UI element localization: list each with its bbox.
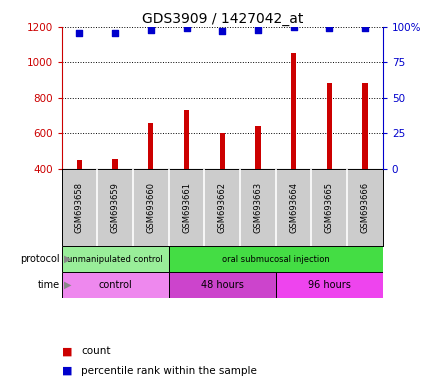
Bar (362, 83, 368, 169)
Text: 48 hours: 48 hours (201, 280, 244, 290)
Text: GSM693662: GSM693662 (218, 182, 227, 233)
Point (219, 28, 226, 34)
Point (112, 30, 119, 36)
Text: ▶: ▶ (64, 254, 71, 264)
Text: protocol: protocol (20, 254, 59, 264)
Bar (62, 247, 169, 272)
Text: GSM693658: GSM693658 (75, 182, 84, 233)
Text: GSM693661: GSM693661 (182, 182, 191, 233)
Text: 96 hours: 96 hours (308, 280, 351, 290)
Title: GDS3909 / 1427042_at: GDS3909 / 1427042_at (142, 12, 303, 26)
Bar (276, 272, 383, 298)
Text: GSM693663: GSM693663 (253, 182, 262, 233)
Bar (255, 126, 260, 169)
Point (290, 24, 297, 30)
Bar (113, 159, 118, 169)
Text: ■: ■ (62, 366, 72, 376)
Text: ■: ■ (62, 346, 72, 356)
Bar (169, 247, 383, 272)
Bar (220, 133, 225, 169)
Point (326, 25, 333, 31)
Point (76, 30, 83, 36)
Point (147, 26, 154, 33)
Text: GSM693666: GSM693666 (360, 182, 370, 233)
Text: GSM693665: GSM693665 (325, 182, 334, 233)
Text: time: time (37, 280, 59, 290)
Text: ▶: ▶ (64, 280, 71, 290)
Bar (169, 272, 276, 298)
Text: GSM693660: GSM693660 (147, 182, 155, 233)
Bar (77, 160, 82, 169)
Bar (62, 272, 169, 298)
Bar (291, 53, 296, 169)
Text: unmanipulated control: unmanipulated control (67, 255, 163, 264)
Bar (184, 110, 189, 169)
Point (361, 25, 368, 31)
Bar (148, 122, 154, 169)
Point (183, 25, 190, 31)
Text: GSM693664: GSM693664 (289, 182, 298, 233)
Text: control: control (98, 280, 132, 290)
Point (254, 26, 261, 33)
Text: oral submucosal injection: oral submucosal injection (222, 255, 330, 264)
Text: count: count (81, 346, 111, 356)
Text: percentile rank within the sample: percentile rank within the sample (81, 366, 257, 376)
Bar (326, 83, 332, 169)
Text: GSM693659: GSM693659 (110, 182, 120, 233)
